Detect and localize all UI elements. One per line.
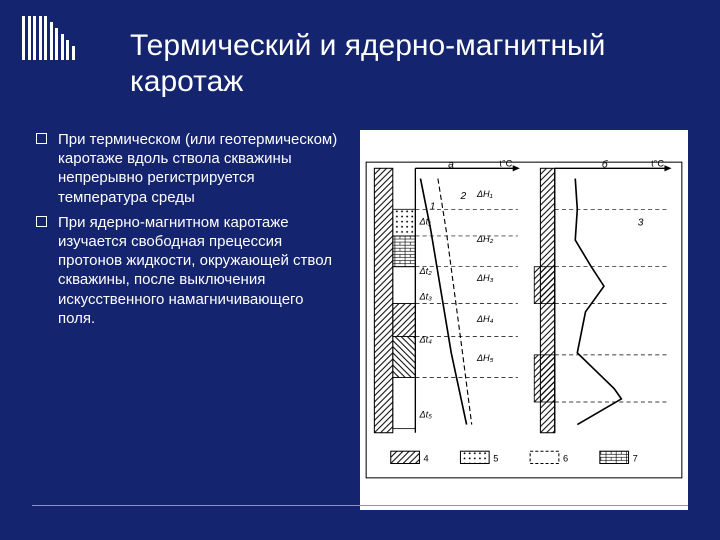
curve-3-label: 3 <box>638 218 644 229</box>
panel-a-label: а <box>448 159 454 170</box>
curve-1-label: 1 <box>430 201 436 212</box>
diagram-svg: а t°C 1 2 б t°C 3 Δt₁Δt₂Δt₃Δt₄Δt₅ΔH₁Δ <box>360 130 688 510</box>
panel-a-axis: t°C <box>499 158 512 168</box>
svg-text:Δt₁: Δt₁ <box>418 217 431 227</box>
svg-text:Δt₄: Δt₄ <box>418 335 432 345</box>
svg-text:ΔH₁: ΔH₁ <box>476 189 493 199</box>
svg-text:4: 4 <box>424 453 429 463</box>
svg-text:7: 7 <box>633 453 638 463</box>
slide-title: Термический и ядерно-магнитный каротаж <box>130 28 720 100</box>
panel-b-axis: t°C <box>651 158 664 168</box>
curve-2-label: 2 <box>459 191 466 202</box>
bullet-item: При ядерно-магнитном каротаже изучается … <box>32 213 342 328</box>
bullet-item: При термическом (или геотермическом) кар… <box>32 130 342 207</box>
svg-text:ΔH₄: ΔH₄ <box>476 314 494 324</box>
footer-rule <box>32 505 688 506</box>
bullet-list: При термическом (или геотермическом) кар… <box>32 130 342 328</box>
svg-text:6: 6 <box>563 453 568 463</box>
diagram: а t°C 1 2 б t°C 3 Δt₁Δt₂Δt₃Δt₄Δt₅ΔH₁Δ <box>360 130 688 510</box>
svg-text:Δt₃: Δt₃ <box>418 292 432 302</box>
svg-text:Δt₅: Δt₅ <box>418 409 432 419</box>
svg-text:5: 5 <box>493 453 498 463</box>
svg-text:ΔH₃: ΔH₃ <box>476 273 494 283</box>
content-area: При термическом (или геотермическом) кар… <box>32 130 688 510</box>
svg-text:ΔH₂: ΔH₂ <box>476 234 494 244</box>
svg-text:Δt₂: Δt₂ <box>418 266 432 276</box>
text-column: При термическом (или геотермическом) кар… <box>32 130 342 510</box>
svg-text:ΔH₅: ΔH₅ <box>476 353 494 363</box>
corner-decoration <box>22 16 75 60</box>
